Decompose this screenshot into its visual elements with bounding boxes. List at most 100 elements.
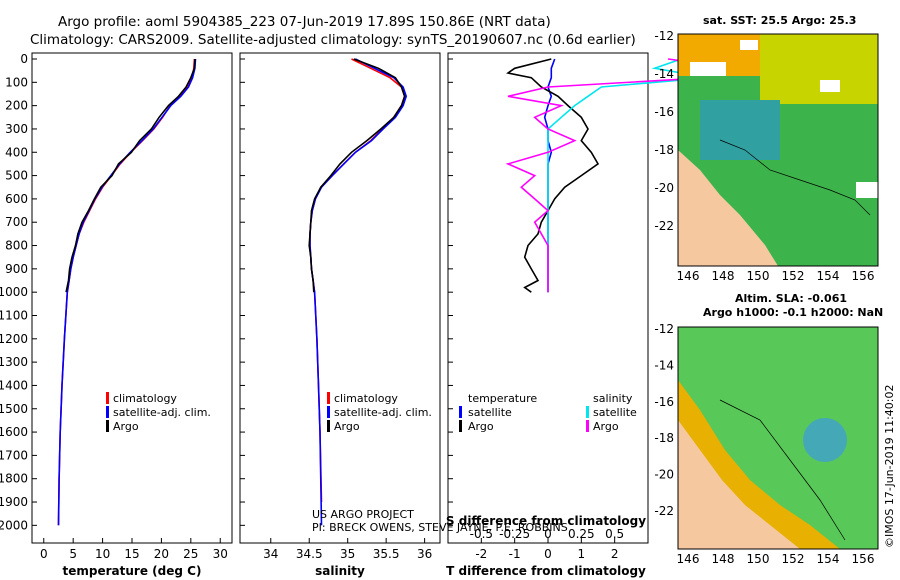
x-tick-label: 5: [69, 547, 77, 561]
legend-swatch-s-satellite: [586, 406, 589, 418]
depth-tick-label: 300: [5, 122, 28, 136]
legend-argo-sal: Argo: [334, 420, 360, 433]
map-lat-label: -14: [654, 67, 674, 81]
series-argo: [308, 58, 406, 293]
depth-axis: 0 100 200 300 400 500 600 700 800 900 1000 1100 1200…: [0, 52, 28, 532]
map-lon-label: 156: [852, 269, 875, 283]
x-tick-label: -1: [509, 547, 521, 561]
legend-swatch-argo: [106, 420, 109, 432]
depth-tick-label: 1800: [0, 472, 28, 486]
map-lon-label: 148: [712, 552, 735, 566]
sla-low-anomaly: [803, 418, 847, 462]
credit-project: US ARGO PROJECT: [312, 508, 414, 521]
header-line1: Argo profile: aoml 5904385_223 07-Jun-20…: [58, 14, 551, 30]
depth-tick-label: 100: [5, 75, 28, 89]
axis-ticks: 0 5 10 15 20 25 30 34 34.5 35 35.5 36 -2 -1 0 1 2 -0.5 -0.…: [32, 58, 624, 561]
series-s-argo: [505, 58, 735, 293]
sst-map-title: sat. SST: 25.5 Argo: 25.3: [703, 14, 856, 27]
map-lat-label: -18: [654, 431, 674, 445]
x-tick-label: 15: [124, 547, 139, 561]
depth-tick-label: 400: [5, 145, 28, 159]
profile-lines: [57, 58, 735, 526]
series-climatology: [309, 58, 406, 503]
legend-swatch-t-argo: [459, 420, 462, 432]
difference-legend: temperature satellite Argo salinity sate…: [459, 392, 637, 433]
depth-tick-label: 200: [5, 99, 28, 113]
sst-cloud-1: [690, 62, 726, 76]
legend-satellite-adj-sal: satellite-adj. clim.: [334, 406, 432, 419]
depth-tick-label: 1000: [0, 285, 28, 299]
map-lat-label: -14: [654, 358, 674, 372]
x-tick-label: 25: [183, 547, 198, 561]
map-lon-label: 146: [677, 269, 700, 283]
map-lat-label: -22: [654, 219, 674, 233]
depth-tick-label: 1500: [0, 402, 28, 416]
sla-map-frame: [677, 326, 879, 550]
header-line2: Climatology: CARS2009. Satellite-adjuste…: [30, 32, 636, 48]
x-tick-label: 34: [263, 547, 278, 561]
map-lon-label: 152: [782, 269, 805, 283]
legend-climatology-sal: climatology: [334, 392, 398, 405]
legend-climatology: climatology: [113, 392, 177, 405]
depth-tick-label: 500: [5, 169, 28, 183]
sst-cloud-4: [856, 182, 878, 198]
salinity-legend: climatology satellite-adj. clim. Argo: [327, 392, 432, 433]
sst-map: [677, 33, 879, 267]
legend-s-satellite: satellite: [593, 406, 637, 419]
sla-map: [677, 326, 879, 550]
sst-cool-patch: [700, 100, 780, 160]
x-tick-label: 35.5: [373, 547, 400, 561]
depth-tick-label: 1600: [0, 425, 28, 439]
map-lon-label: 150: [747, 269, 770, 283]
tdiff-xlabel: T difference from climatology: [446, 564, 646, 578]
legend-s-argo: Argo: [593, 420, 619, 433]
x-tick-label: 0: [40, 547, 48, 561]
temperature-xlabel: temperature (deg C): [63, 564, 202, 578]
map-lat-label: -12: [654, 29, 674, 43]
map-lat-label: -18: [654, 143, 674, 157]
legend-swatch-t-satellite: [459, 406, 462, 418]
series-climatology: [57, 58, 196, 526]
sla-map-title: Altim. SLA: -0.061: [735, 292, 847, 305]
x-tick-label: 34.5: [296, 547, 323, 561]
sdiff-xlabel: S difference from climatology: [446, 514, 646, 528]
depth-tick-label: 1200: [0, 332, 28, 346]
series-satellite-adj-clim-: [57, 58, 197, 526]
map-lon-label: 148: [712, 269, 735, 283]
depth-tick-label: 1400: [0, 378, 28, 392]
map-lon-label: 154: [817, 269, 840, 283]
sst-land: [678, 150, 778, 266]
series-s-satellite: [547, 58, 709, 293]
map-lon-label: 150: [747, 552, 770, 566]
map-lat-label: -12: [654, 322, 674, 336]
s-tick-label: 0.5: [605, 527, 624, 541]
legend-swatch-climatology: [106, 392, 109, 404]
imos-footer: ©IMOS 17-Jun-2019 11:40:02: [883, 384, 896, 548]
legend-swatch-s-argo: [586, 420, 589, 432]
depth-tick-label: 700: [5, 215, 28, 229]
s-tick-label: -0.5: [470, 527, 493, 541]
legend-t-satellite: satellite: [468, 406, 512, 419]
sst-yellow-band: [760, 34, 878, 104]
x-tick-label: 10: [95, 547, 110, 561]
legend-salinity-title: salinity: [593, 392, 633, 405]
map-lon-label: 152: [782, 552, 805, 566]
map-ticks: -12 -14 -16 -18 -20 -22 146 148 150 152 154 156 -12 -…: [654, 29, 874, 566]
legend-satellite-adj: satellite-adj. clim.: [113, 406, 211, 419]
legend-temperature-title: temperature: [468, 392, 537, 405]
depth-tick-label: 2000: [0, 518, 28, 532]
sla-land: [678, 420, 800, 549]
series-argo: [65, 58, 196, 293]
x-tick-label: 2: [611, 547, 619, 561]
series-t-argo: [506, 58, 600, 293]
legend-t-argo: Argo: [468, 420, 494, 433]
temperature-legend: climatology satellite-adj. clim. Argo: [106, 392, 211, 433]
sla-bathymetry: [719, 399, 846, 541]
credit-pi: PI: BRECK OWENS, STEVE JAYNE, P.E. ROBBI…: [312, 521, 568, 534]
s-tick-label: 0: [544, 527, 552, 541]
depth-tick-label: 900: [5, 262, 28, 276]
sla-map-subtitle: Argo h1000: -0.1 h2000: NaN: [703, 306, 883, 319]
sst-cloud-3: [820, 80, 840, 92]
sst-bathymetry: [719, 139, 871, 216]
salinity-xlabel: salinity: [315, 564, 365, 578]
